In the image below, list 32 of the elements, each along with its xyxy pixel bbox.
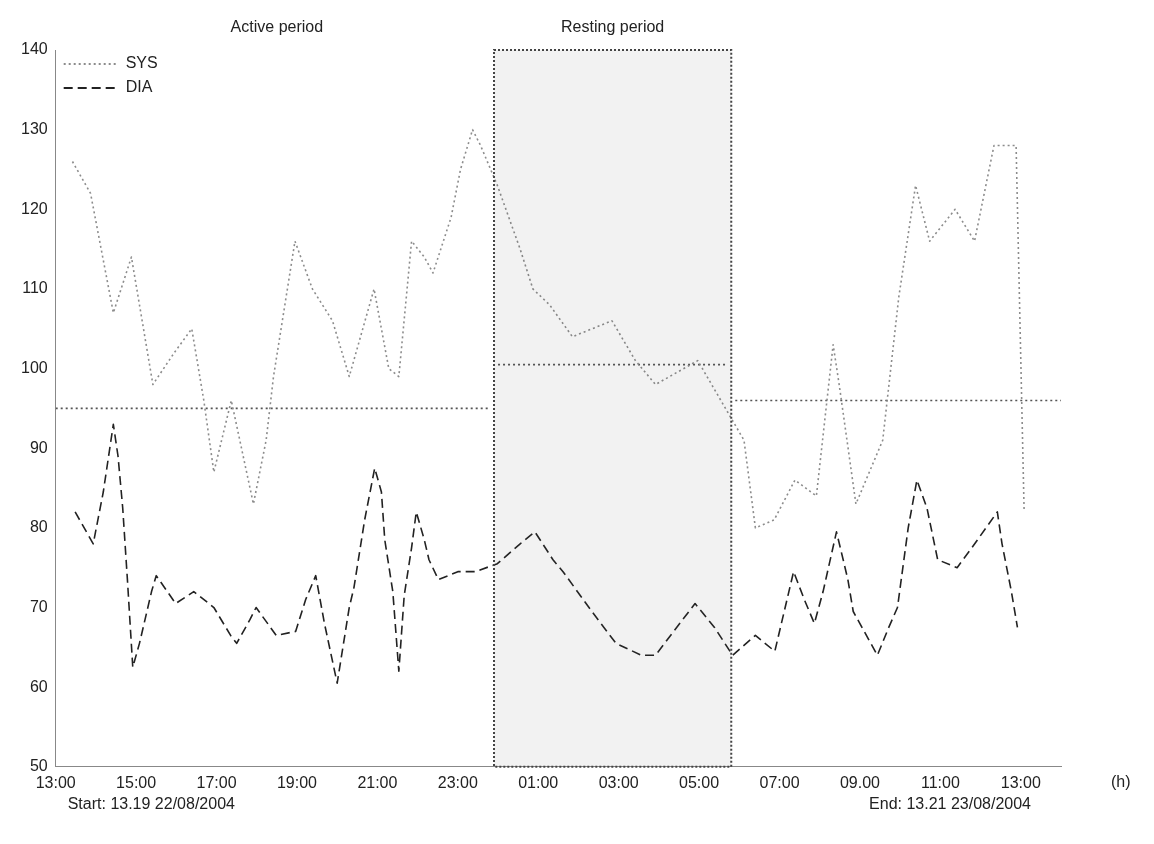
legend-label: SYS	[125, 54, 158, 72]
y-tick-label: 100	[20, 358, 48, 376]
y-tick-label: 90	[29, 438, 48, 456]
y-tick-label: 70	[29, 597, 48, 615]
text: Active period	[230, 18, 324, 36]
line-series	[71, 128, 1025, 529]
y-tick-label: 130	[20, 120, 48, 138]
x-tick-label: 11:00	[920, 773, 960, 791]
y-tick-label: 110	[22, 279, 48, 297]
text: End: 13.21 23/08/2004	[869, 795, 1032, 813]
y-tick-label: 80	[29, 518, 48, 536]
legend-label: DIA	[125, 78, 153, 96]
x-tick-label: 19:00	[276, 773, 318, 791]
x-tick-label: 17:00	[196, 773, 237, 791]
x-tick-label: 03:00	[598, 773, 639, 791]
x-tick-label: 21:00	[357, 773, 398, 791]
x-tick-label: 13:00	[35, 773, 76, 791]
x-tick-label: 09.00	[839, 773, 881, 791]
band-label: Resting period	[561, 18, 665, 36]
y-tick-label: 60	[29, 677, 48, 695]
x-tick-label: 05:00	[679, 773, 720, 791]
text: Start: 13.19 22/08/2004	[67, 795, 236, 813]
y-tick-label: 50	[29, 757, 48, 775]
x-tick-label: 01:00	[518, 773, 559, 791]
x-tick-label: 15:00	[116, 773, 157, 791]
y-tick-label: 120	[20, 199, 48, 217]
x-tick-label: 13:00	[1000, 773, 1041, 791]
x-axis-title: (h)	[1111, 773, 1131, 791]
y-tick-label: 140	[20, 40, 48, 58]
x-tick-label: 23:00	[437, 773, 478, 791]
x-tick-label: 07:00	[759, 773, 800, 791]
line-series	[74, 423, 1019, 684]
